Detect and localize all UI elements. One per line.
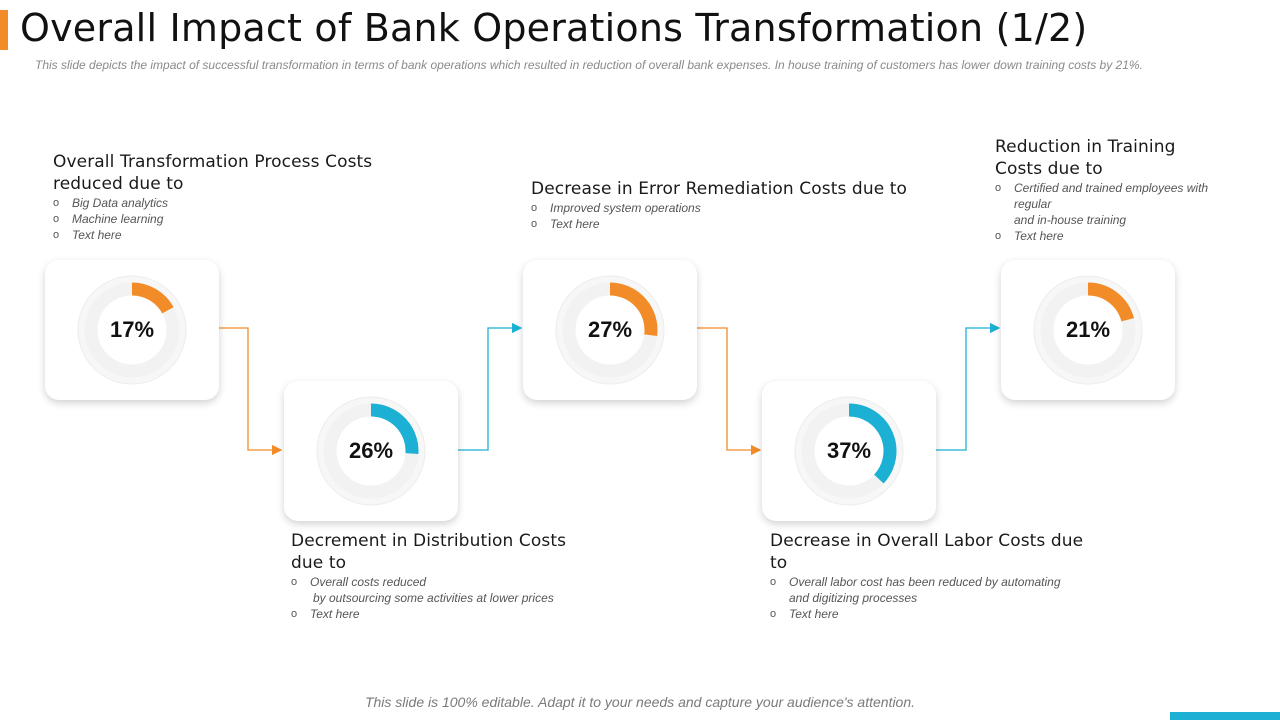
stage-4-text: Decrease in Overall Labor Costs due to O… [770,530,1110,622]
title-accent-bar [0,10,8,50]
connector-4-5 [935,322,1001,451]
list-item-continuation: and digitizing processes [789,591,918,605]
list-item: Big Data analytics [53,195,413,211]
stage-2-bullets: Overall costs reduced by outsourcing som… [291,574,621,622]
list-item: by outsourcing some activities at lower … [291,590,621,606]
list-item: Text here [291,606,621,622]
stage-3-donut: 27% [555,275,665,385]
connector-3-4 [696,327,762,456]
page-subtitle: This slide depicts the impact of success… [35,58,1143,72]
list-item-continuation: by outsourcing some activities at lower … [313,591,554,605]
stage-5-heading-line: Reduction in Training [995,137,1176,157]
stage-2-card: 26% [284,381,458,521]
donut-value-arc [1087,282,1135,322]
list-item: Overall costs reduced [291,574,621,590]
stage-1-card: 17% [45,260,219,400]
donut-inner [1053,295,1123,365]
stage-3-percent: 27% [587,317,633,342]
list-item-continuation: regular [1014,197,1052,211]
donut-value-arc [131,282,174,314]
list-item: Text here [53,227,413,243]
list-item: Certified and trained employees with [995,180,1245,196]
stage-1-bullets: Big Data analytics Machine learning Text… [53,195,413,243]
list-item: Text here [770,606,1110,622]
donut-inner [97,295,167,365]
connector-1-2 [218,327,283,456]
stage-2-heading: Decrement in Distribution Costs due to [291,530,621,574]
stage-3-bullets: Improved system operations Text here [531,200,931,232]
connector-2-3 [457,322,523,451]
stage-4-bullets: Overall labor cost has been reduced by a… [770,574,1110,622]
stage-5-heading-line: Costs due to [995,159,1103,179]
stage-4-percent: 37% [826,438,872,463]
donut-value-arc [370,403,419,454]
stage-5-card: 21% [1001,260,1175,400]
stage-1-percent: 17% [109,317,155,342]
stage-2-percent: 26% [348,438,394,463]
stage-4-heading-line: to [770,553,788,573]
stage-2-heading-line: due to [291,553,347,573]
donut-inner [336,416,406,486]
stage-4-heading: Decrease in Overall Labor Costs due to [770,530,1110,574]
list-item: Text here [531,216,931,232]
list-item-continuation: and in-house training [1014,213,1127,227]
stage-3-text: Decrease in Error Remediation Costs due … [531,178,931,232]
stage-4-donut: 37% [794,396,904,506]
stage-5-text: Reduction in Training Costs due to Certi… [995,136,1245,244]
stage-5-bullets: Certified and trained employees with reg… [995,180,1245,244]
stage-5-donut: 21% [1033,275,1143,385]
page-title: Overall Impact of Bank Operations Transf… [20,6,1088,50]
stage-1-heading-line: Overall Transformation Process Costs [53,152,373,172]
list-item: Improved system operations [531,200,931,216]
list-item: regular [995,196,1245,212]
donut-inner [575,295,645,365]
donut-inner [814,416,884,486]
stage-4-heading-line: Decrease in Overall Labor Costs due [770,531,1084,551]
stage-2-heading-line: Decrement in Distribution Costs [291,531,567,551]
stage-2-donut: 26% [316,396,426,506]
stage-2-text: Decrement in Distribution Costs due to O… [291,530,621,622]
footer-note: This slide is 100% editable. Adapt it to… [364,694,916,710]
stage-3-card: 27% [523,260,697,400]
stage-1-donut: 17% [77,275,187,385]
footer-accent-bar [1170,712,1280,720]
stage-1-heading: Overall Transformation Process Costs red… [53,151,413,195]
donut-value-arc [848,403,897,484]
stage-1-heading-line: reduced due to [53,174,184,194]
stage-5-heading: Reduction in Training Costs due to [995,136,1245,180]
list-item: and in-house training [995,212,1245,228]
stage-4-card: 37% [762,381,936,521]
list-item: and digitizing processes [770,590,1110,606]
stage-3-heading-line: Decrease in Error Remediation Costs due … [531,179,908,199]
list-item: Overall labor cost has been reduced by a… [770,574,1110,590]
list-item: Text here [995,228,1245,244]
list-item: Machine learning [53,211,413,227]
stage-5-percent: 21% [1065,317,1111,342]
stage-1-text: Overall Transformation Process Costs red… [53,151,413,243]
donut-value-arc [609,282,658,336]
stage-3-heading: Decrease in Error Remediation Costs due … [531,178,931,200]
